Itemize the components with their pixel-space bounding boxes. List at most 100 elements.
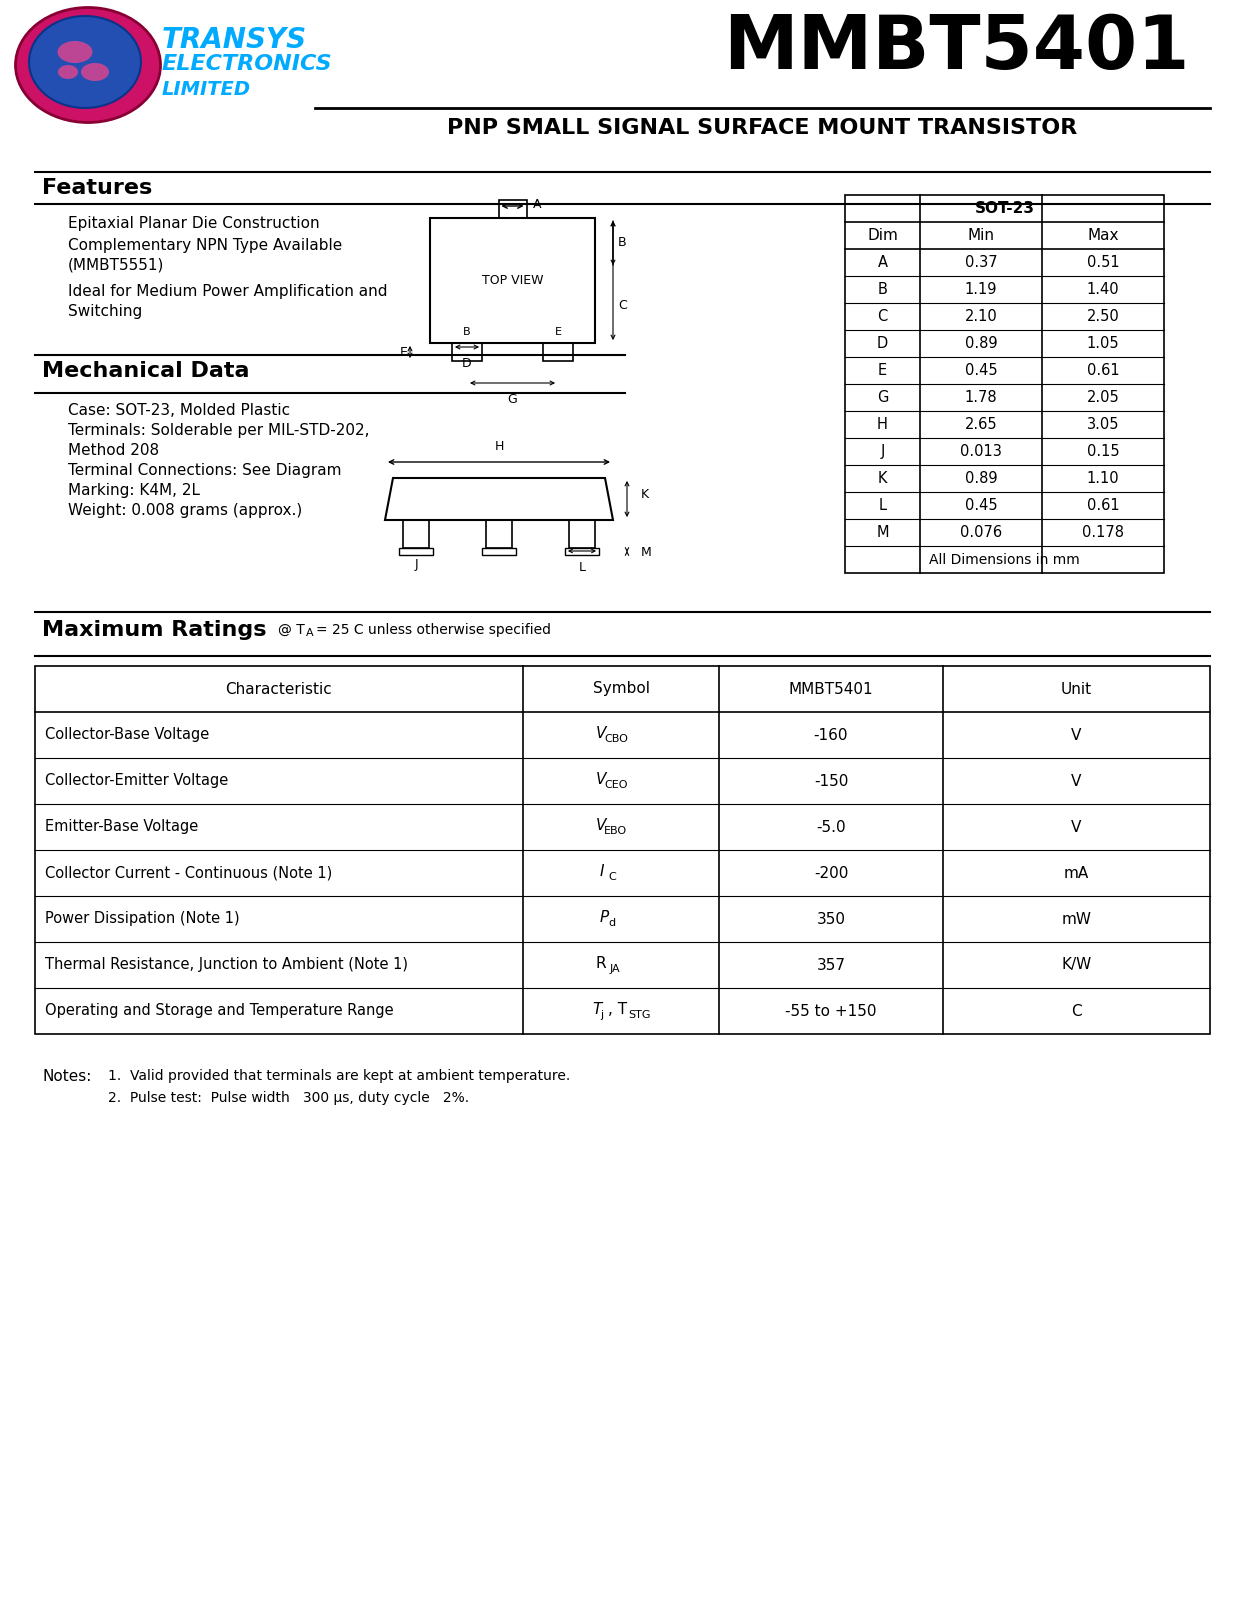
Text: Mechanical Data: Mechanical Data xyxy=(42,362,250,381)
Text: 3.05: 3.05 xyxy=(1087,418,1119,432)
Text: E: E xyxy=(878,363,887,378)
Text: PNP SMALL SIGNAL SURFACE MOUNT TRANSISTOR: PNP SMALL SIGNAL SURFACE MOUNT TRANSISTO… xyxy=(447,118,1077,138)
Text: A: A xyxy=(532,198,541,211)
Text: T: T xyxy=(593,1002,601,1016)
Text: Epitaxial Planar Die Construction: Epitaxial Planar Die Construction xyxy=(68,216,319,230)
Text: = 25 C unless otherwise specified: = 25 C unless otherwise specified xyxy=(315,622,550,637)
Text: C: C xyxy=(609,872,616,882)
Text: Symbol: Symbol xyxy=(593,682,649,696)
Bar xyxy=(430,218,595,342)
Text: 0.37: 0.37 xyxy=(965,254,997,270)
Text: 0.45: 0.45 xyxy=(965,498,997,514)
Text: 2.  Pulse test:  Pulse width   300 μs, duty cycle   2%.: 2. Pulse test: Pulse width 300 μs, duty … xyxy=(108,1091,469,1106)
Text: 2.50: 2.50 xyxy=(1086,309,1119,323)
Bar xyxy=(35,666,1210,1034)
Text: I: I xyxy=(600,864,605,878)
Text: Characteristic: Characteristic xyxy=(225,682,333,696)
Text: CBO: CBO xyxy=(604,734,628,744)
Text: -150: -150 xyxy=(814,773,849,789)
Text: V: V xyxy=(596,818,606,832)
Text: L: L xyxy=(878,498,887,514)
Text: Collector-Base Voltage: Collector-Base Voltage xyxy=(45,728,209,742)
Text: B: B xyxy=(618,237,627,250)
Text: 0.076: 0.076 xyxy=(960,525,1002,541)
Text: V: V xyxy=(596,771,606,787)
Text: LIMITED: LIMITED xyxy=(162,80,251,99)
Text: D: D xyxy=(463,357,471,370)
Text: A: A xyxy=(877,254,887,270)
Text: 350: 350 xyxy=(816,912,846,926)
Text: K/W: K/W xyxy=(1061,957,1091,973)
Text: -160: -160 xyxy=(814,728,849,742)
Text: V: V xyxy=(1071,773,1081,789)
Text: 0.178: 0.178 xyxy=(1082,525,1124,541)
Text: Maximum Ratings: Maximum Ratings xyxy=(42,619,266,640)
Text: C: C xyxy=(1071,1003,1082,1019)
Bar xyxy=(569,520,595,547)
Text: G: G xyxy=(877,390,888,405)
Text: JA: JA xyxy=(610,963,621,974)
Text: 0.51: 0.51 xyxy=(1086,254,1119,270)
Bar xyxy=(845,195,1164,573)
Text: mA: mA xyxy=(1064,866,1089,880)
Text: -55 to +150: -55 to +150 xyxy=(785,1003,877,1019)
Text: H: H xyxy=(877,418,888,432)
Text: 1.10: 1.10 xyxy=(1086,470,1119,486)
Bar xyxy=(403,520,429,547)
Text: 1.78: 1.78 xyxy=(965,390,997,405)
Text: Weight: 0.008 grams (approx.): Weight: 0.008 grams (approx.) xyxy=(68,502,302,518)
Text: B: B xyxy=(877,282,887,298)
Text: Terminals: Solderable per MIL-STD-202,: Terminals: Solderable per MIL-STD-202, xyxy=(68,422,370,438)
Text: 1.  Valid provided that terminals are kept at ambient temperature.: 1. Valid provided that terminals are kep… xyxy=(108,1069,570,1083)
Text: 2.05: 2.05 xyxy=(1086,390,1119,405)
Text: C: C xyxy=(618,299,627,312)
Text: Max: Max xyxy=(1087,227,1118,243)
Text: MMBT5401: MMBT5401 xyxy=(724,11,1190,85)
Text: L: L xyxy=(579,562,585,574)
Text: V: V xyxy=(596,725,606,741)
Text: ELECTRONICS: ELECTRONICS xyxy=(162,54,333,74)
Text: Dim: Dim xyxy=(867,227,898,243)
Text: Thermal Resistance, Junction to Ambient (Note 1): Thermal Resistance, Junction to Ambient … xyxy=(45,957,408,973)
Text: , T: , T xyxy=(609,1002,627,1016)
Text: E: E xyxy=(400,346,408,358)
Text: SOT-23: SOT-23 xyxy=(975,202,1034,216)
Text: K: K xyxy=(641,488,649,501)
Text: Notes:: Notes: xyxy=(42,1069,92,1085)
Text: 2.10: 2.10 xyxy=(965,309,997,323)
Ellipse shape xyxy=(28,16,141,109)
Text: CEO: CEO xyxy=(604,781,627,790)
Text: 0.89: 0.89 xyxy=(965,470,997,486)
Text: @ T: @ T xyxy=(278,622,304,637)
Text: Power Dissipation (Note 1): Power Dissipation (Note 1) xyxy=(45,912,240,926)
Ellipse shape xyxy=(16,8,161,123)
Text: 0.15: 0.15 xyxy=(1086,443,1119,459)
Text: V: V xyxy=(1071,819,1081,835)
Text: Operating and Storage and Temperature Range: Operating and Storage and Temperature Ra… xyxy=(45,1003,393,1019)
Text: M: M xyxy=(876,525,888,541)
Text: Marking: K4M, 2L: Marking: K4M, 2L xyxy=(68,483,200,498)
Ellipse shape xyxy=(80,62,109,82)
Text: TOP VIEW: TOP VIEW xyxy=(481,274,543,286)
Text: Complementary NPN Type Available: Complementary NPN Type Available xyxy=(68,238,343,253)
Text: 0.89: 0.89 xyxy=(965,336,997,350)
Text: -5.0: -5.0 xyxy=(816,819,846,835)
Text: H: H xyxy=(495,440,503,453)
Text: G: G xyxy=(507,394,517,406)
Text: 2.65: 2.65 xyxy=(965,418,997,432)
Text: C: C xyxy=(877,309,888,323)
Text: TRANSYS: TRANSYS xyxy=(162,26,307,54)
Bar xyxy=(452,342,482,362)
Bar xyxy=(400,547,433,555)
Text: J: J xyxy=(881,443,884,459)
Text: 357: 357 xyxy=(816,957,846,973)
Text: Ideal for Medium Power Amplification and: Ideal for Medium Power Amplification and xyxy=(68,285,387,299)
Text: j: j xyxy=(600,1010,604,1021)
Text: STG: STG xyxy=(628,1010,651,1021)
Text: 1.40: 1.40 xyxy=(1086,282,1119,298)
Text: Collector Current - Continuous (Note 1): Collector Current - Continuous (Note 1) xyxy=(45,866,333,880)
Text: Unit: Unit xyxy=(1061,682,1092,696)
Text: All Dimensions in mm: All Dimensions in mm xyxy=(929,552,1080,566)
Text: Features: Features xyxy=(42,178,152,198)
Text: -200: -200 xyxy=(814,866,849,880)
